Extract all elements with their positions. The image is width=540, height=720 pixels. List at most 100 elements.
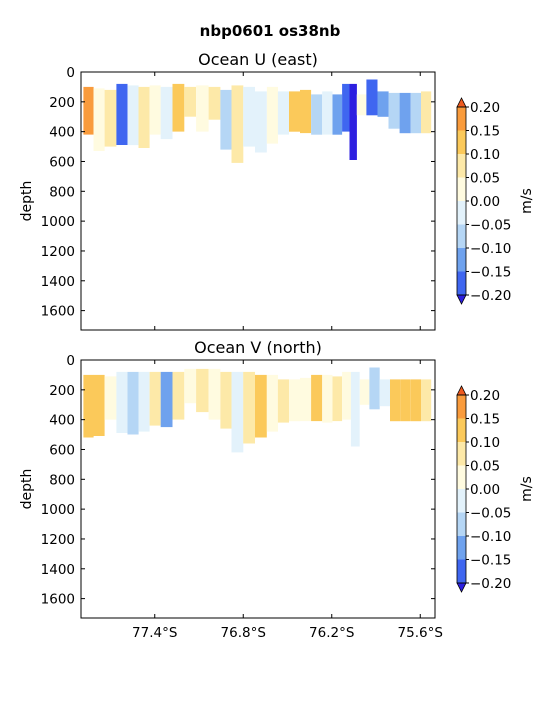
data-column-u — [277, 91, 289, 135]
y-tick-label: 1400 — [41, 274, 75, 290]
colorbar-segment — [457, 559, 466, 583]
colorbar-segment — [457, 512, 466, 536]
x-tick-label: 76.8°S — [221, 625, 266, 641]
data-column-u — [366, 79, 378, 116]
data-column-u — [377, 91, 389, 117]
data-column-u — [243, 86, 255, 147]
data-column-v — [322, 374, 333, 423]
panel-ocean-v: Ocean V (north) 0 200 400 600 800 1000 1200 140… — [19, 338, 535, 641]
y-tick-label: 400 — [49, 413, 75, 429]
data-column-v — [243, 371, 255, 444]
data-column-v — [379, 379, 390, 407]
colorbar-segment — [457, 201, 466, 225]
x-tick-label: 77.4°S — [132, 625, 177, 641]
data-column-u — [104, 89, 117, 147]
data-column-v — [332, 376, 343, 422]
data-column-u — [184, 86, 197, 117]
data-column-u — [356, 94, 367, 116]
colorbar-extend-min — [456, 294, 467, 305]
colorbar-segment — [457, 224, 466, 248]
colorbar-segment — [457, 130, 466, 154]
colorbar-tick-label: 0.15 — [470, 412, 500, 428]
y-ticks-ocean-v: 0 200 400 600 800 1000 1200 1400 1600 — [41, 353, 435, 608]
data-column-v — [400, 379, 411, 422]
colorbar-tick-label: −0.05 — [470, 506, 511, 522]
data-column-v — [184, 368, 197, 404]
panel-ocean-u: Ocean U (east) 0 200 400 600 800 1000 1200 1400… — [19, 50, 535, 331]
colorbar-segment — [457, 489, 466, 513]
colorbar-extend-min — [456, 582, 467, 593]
panel-title-ocean-v: Ocean V (north) — [194, 338, 322, 357]
data-column-u — [300, 89, 312, 134]
colorbar-segment — [457, 395, 466, 419]
data-column-u — [196, 85, 209, 132]
data-column-v — [255, 374, 267, 438]
data-column-u — [231, 85, 244, 163]
axes-frame-ocean-u — [80, 71, 436, 331]
data-column-u — [342, 83, 350, 132]
data-column-v — [390, 379, 401, 422]
data-column-u — [255, 91, 267, 153]
x-ticks-ocean-v: 77.4°S 76.8°S 76.2°S 75.6°S — [132, 360, 443, 641]
colorbar-segment — [457, 465, 466, 489]
colorbar-tick-label: −0.10 — [470, 241, 511, 257]
colorbar-segment — [457, 154, 466, 178]
axes-frame-ocean-v — [80, 359, 436, 619]
y-ticks-ocean-u: 0 200 400 600 800 1000 1200 1400 1600 — [41, 65, 435, 320]
data-column-v — [369, 367, 380, 410]
data-column-v — [116, 371, 128, 433]
data-column-u — [266, 86, 278, 144]
data-column-v — [149, 371, 161, 426]
colorbar-tick-label: −0.15 — [470, 553, 511, 569]
y-tick-label: 1000 — [41, 502, 75, 518]
colorbar-tick-label: −0.20 — [470, 288, 511, 304]
data-column-u — [138, 86, 150, 148]
data-column-v — [104, 376, 117, 420]
data-column-u — [399, 92, 411, 134]
colorbar-tick-label: 0.05 — [470, 171, 500, 187]
colorbar-tick-label: −0.10 — [470, 529, 511, 545]
y-tick-label: 800 — [49, 184, 75, 200]
y-tick-label: 0 — [66, 353, 75, 369]
colorbar-segment — [457, 271, 466, 295]
colorbar-segment — [457, 248, 466, 272]
data-column-v — [160, 371, 173, 428]
y-tick-label: 200 — [49, 95, 75, 111]
data-column-v — [196, 368, 209, 413]
y-axis-label-ocean-u: depth — [19, 181, 35, 222]
x-tick-label: 75.6°S — [398, 625, 443, 641]
plot-area-ocean-u — [83, 79, 432, 163]
data-column-u — [322, 91, 333, 135]
y-tick-label: 1600 — [41, 592, 75, 608]
colorbar-segment — [457, 107, 466, 131]
colorbar-tick-label: −0.20 — [470, 576, 511, 592]
y-axis-label-ocean-v: depth — [19, 469, 35, 510]
data-column-v — [277, 379, 289, 423]
y-tick-label: 400 — [49, 125, 75, 141]
data-column-v — [410, 379, 421, 422]
colorbar-tick-label: 0.10 — [470, 435, 500, 451]
data-column-u — [421, 91, 432, 134]
data-column-v — [311, 374, 323, 422]
data-column-u — [116, 83, 128, 145]
colorbar-tick-label: 0.20 — [470, 100, 500, 116]
data-column-u — [332, 94, 343, 135]
data-column-u — [127, 85, 139, 146]
y-tick-label: 1400 — [41, 562, 75, 578]
x-ticks-ocean-u — [154, 72, 421, 330]
data-column-u — [160, 86, 173, 140]
data-column-v — [138, 371, 150, 432]
colorbar-tick-label: 0.00 — [470, 194, 500, 210]
data-column-v — [172, 371, 185, 420]
colorbar-label-ocean-u: m/s — [519, 188, 535, 214]
data-column-u — [410, 92, 421, 134]
colorbar-tick-label: 0.10 — [470, 147, 500, 163]
colorbar-extend-max — [456, 385, 467, 396]
plot-area-ocean-v — [83, 367, 432, 453]
y-tick-label: 0 — [66, 65, 75, 81]
data-column-v — [127, 371, 139, 435]
y-tick-label: 1000 — [41, 214, 75, 230]
data-column-u — [220, 89, 232, 150]
data-column-v — [342, 371, 351, 420]
